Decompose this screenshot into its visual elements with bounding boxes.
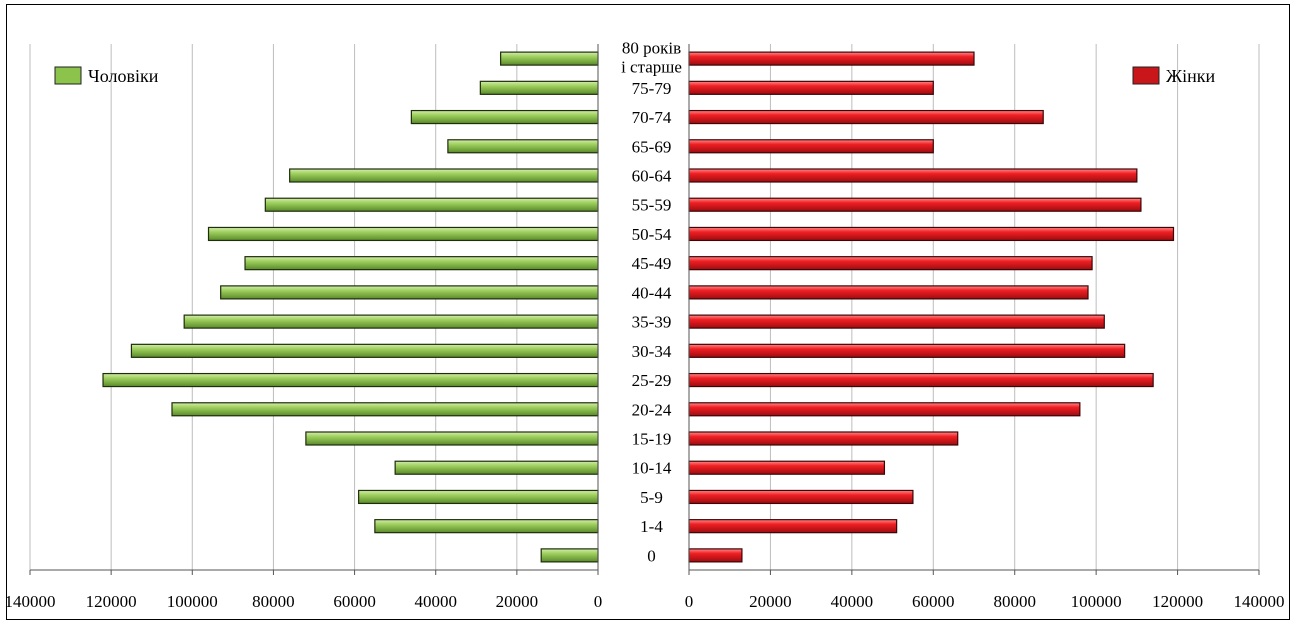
bar-women-60-64 [688, 168, 1138, 183]
bar-men-35-39 [183, 314, 599, 329]
category-label-0: 0 [647, 546, 656, 565]
legend-women-label: Жінки [1166, 66, 1216, 86]
bar-women-75-79 [688, 80, 934, 95]
bar-men-50-54 [207, 226, 599, 242]
left-tick-label-140000: 140000 [5, 592, 56, 611]
bar-women-35-39 [688, 314, 1105, 329]
bar-women-70-74 [688, 109, 1044, 125]
legend-men-swatch [54, 66, 82, 85]
tick-labels: 0 0 20000 20000 40000 40000 60000 60000 80000 800… [5, 592, 1285, 611]
bar-men-55-59 [264, 197, 599, 212]
bar-men-65-69 [447, 139, 599, 154]
bar-women-25-29 [688, 372, 1154, 388]
category-label-65-69: 65-69 [632, 137, 672, 156]
bar-men-10-14 [394, 460, 599, 475]
bar-men-80 років і старше [500, 51, 599, 66]
category-label-35-39: 35-39 [632, 313, 672, 332]
bar-women-20-24 [688, 402, 1081, 417]
bar-men-5-9 [358, 489, 599, 505]
category-label-55-59: 55-59 [632, 196, 672, 215]
left-tick-label-120000: 120000 [86, 592, 137, 611]
legend-women-swatch [1132, 66, 1160, 85]
right-tick-label-40000: 40000 [831, 592, 874, 611]
bar-women-80 років і старше [688, 51, 975, 66]
category-label-25-29: 25-29 [632, 371, 672, 390]
bar-men-40-44 [220, 285, 599, 300]
category-label-20-24: 20-24 [632, 400, 672, 419]
category-label-5-9: 5-9 [640, 488, 663, 507]
left-tick-label-0: 0 [594, 592, 603, 611]
right-tick-label-20000: 20000 [749, 592, 792, 611]
bar-men-60-64 [289, 168, 599, 183]
bar-men-15-19 [305, 431, 599, 446]
bar-men-1-4 [374, 519, 599, 534]
category-label-30-34: 30-34 [632, 342, 672, 361]
bar-men-75-79 [479, 80, 599, 95]
category-label-75-79: 75-79 [632, 79, 672, 98]
category-label-45-49: 45-49 [632, 254, 672, 273]
left-tick-label-100000: 100000 [167, 592, 218, 611]
bar-women-10-14 [688, 460, 886, 475]
bar-women-15-19 [688, 431, 959, 446]
category-label-1-4: 1-4 [640, 517, 663, 536]
category-label-50-54: 50-54 [632, 225, 672, 244]
bar-women-40-44 [688, 285, 1089, 300]
bar-women-45-49 [688, 256, 1093, 271]
right-tick-label-80000: 80000 [993, 592, 1036, 611]
right-tick-label-120000: 120000 [1152, 592, 1203, 611]
right-tick-label-60000: 60000 [912, 592, 955, 611]
axes [29, 44, 1260, 575]
left-tick-label-20000: 20000 [496, 592, 539, 611]
bar-women-65-69 [688, 139, 934, 154]
bars [102, 51, 1175, 563]
bar-women-5-9 [688, 489, 914, 505]
chart-frame [6, 4, 1290, 620]
bar-men-70-74 [410, 109, 599, 125]
bar-women-1-4 [688, 519, 898, 534]
category-label-70-74: 70-74 [632, 108, 672, 127]
legend-women: Жінки [1132, 66, 1216, 86]
left-tick-label-60000: 60000 [333, 592, 376, 611]
bar-women-30-34 [688, 343, 1126, 358]
category-label-60-64: 60-64 [632, 167, 672, 186]
bar-women-55-59 [688, 197, 1142, 212]
bar-men-45-49 [244, 256, 599, 271]
category-label-40-44: 40-44 [632, 283, 672, 302]
bar-women-50-54 [688, 226, 1175, 242]
category-label-10-14: 10-14 [632, 459, 672, 478]
legend-men-label: Чоловіки [88, 66, 159, 86]
right-tick-label-100000: 100000 [1071, 592, 1122, 611]
bar-men-0 [540, 548, 599, 563]
legend-men: Чоловіки [54, 66, 159, 86]
bar-women-0 [688, 548, 743, 563]
category-label-15-19: 15-19 [632, 430, 672, 449]
right-tick-label-140000: 140000 [1234, 592, 1285, 611]
bar-men-25-29 [102, 372, 599, 388]
category-label-80 років і старше: 80 років і старше [621, 39, 682, 77]
bar-men-20-24 [171, 402, 599, 417]
left-tick-label-80000: 80000 [252, 592, 295, 611]
bar-men-30-34 [130, 343, 599, 358]
grid-lines [29, 44, 1260, 570]
category-labels: 0 1-4 5-9 10-14 15-19 20-24 25-29 30-34 35-39 40-… [621, 39, 682, 566]
left-tick-label-40000: 40000 [414, 592, 457, 611]
right-tick-label-0: 0 [685, 592, 694, 611]
